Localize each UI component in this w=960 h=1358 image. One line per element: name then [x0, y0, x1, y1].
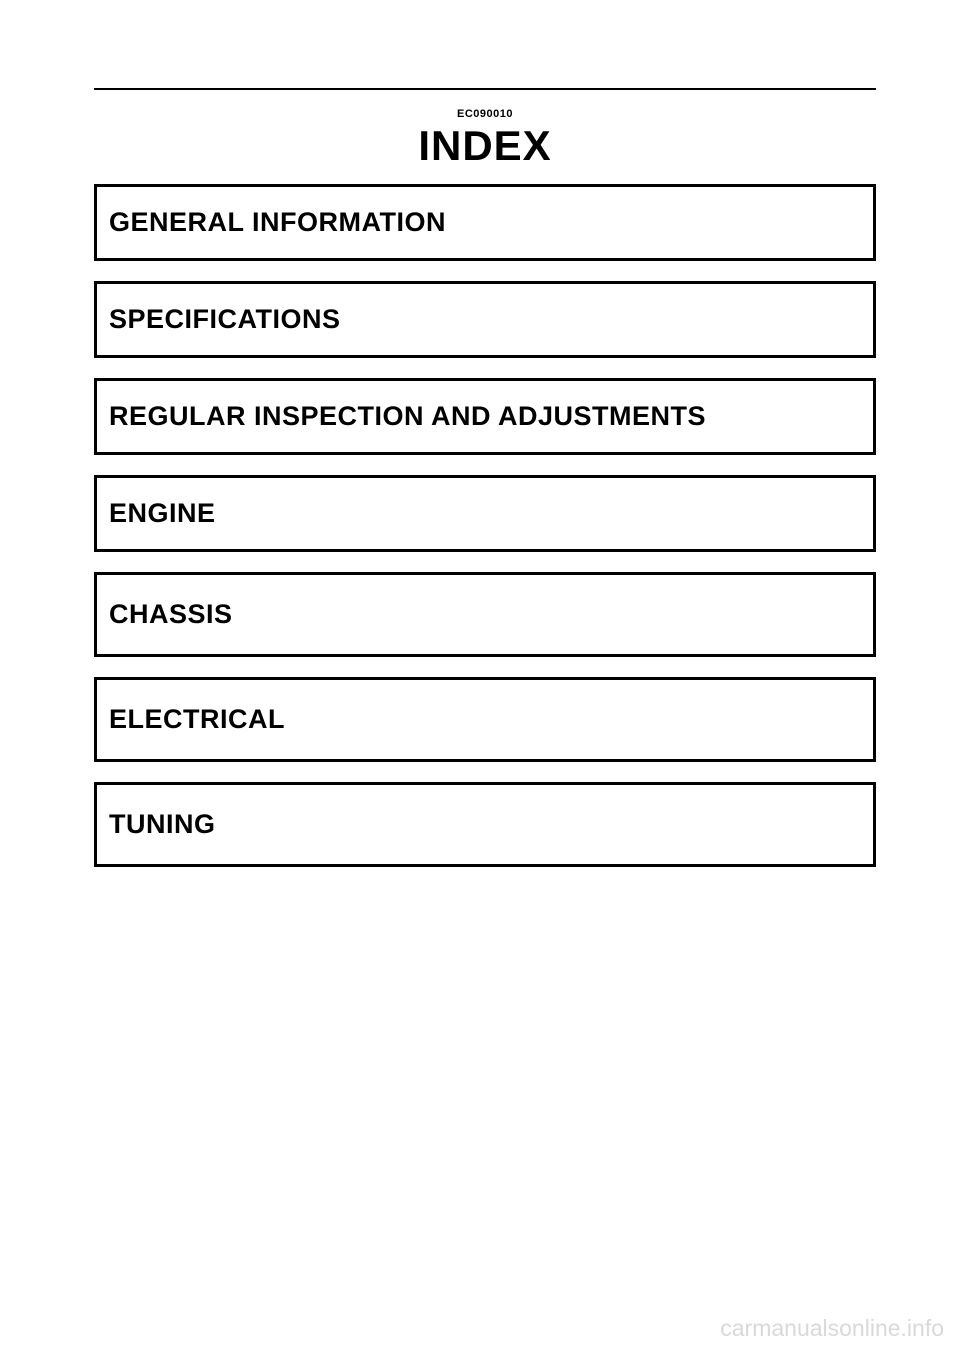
- watermark: carmanualsonline.info: [720, 1315, 944, 1342]
- section-general-information: GENERAL INFORMATION: [94, 184, 876, 261]
- section-label: SPECIFICATIONS: [109, 304, 341, 335]
- section-label: CHASSIS: [109, 599, 233, 630]
- section-electrical: ELECTRICAL: [94, 677, 876, 762]
- section-regular-inspection: REGULAR INSPECTION AND ADJUSTMENTS: [94, 378, 876, 455]
- page-title: INDEX: [94, 122, 876, 170]
- section-specifications: SPECIFICATIONS: [94, 281, 876, 358]
- section-tuning: TUNING: [94, 782, 876, 867]
- section-label: ENGINE: [109, 498, 216, 529]
- section-engine: ENGINE: [94, 475, 876, 552]
- doc-code: EC090010: [94, 108, 876, 120]
- section-chassis: CHASSIS: [94, 572, 876, 657]
- page-content: EC090010 INDEX GENERAL INFORMATION SPECI…: [0, 0, 960, 867]
- section-label: ELECTRICAL: [109, 704, 285, 735]
- top-rule: [94, 88, 876, 90]
- section-label: REGULAR INSPECTION AND ADJUSTMENTS: [109, 401, 706, 432]
- section-label: GENERAL INFORMATION: [109, 207, 446, 238]
- section-label: TUNING: [109, 809, 216, 840]
